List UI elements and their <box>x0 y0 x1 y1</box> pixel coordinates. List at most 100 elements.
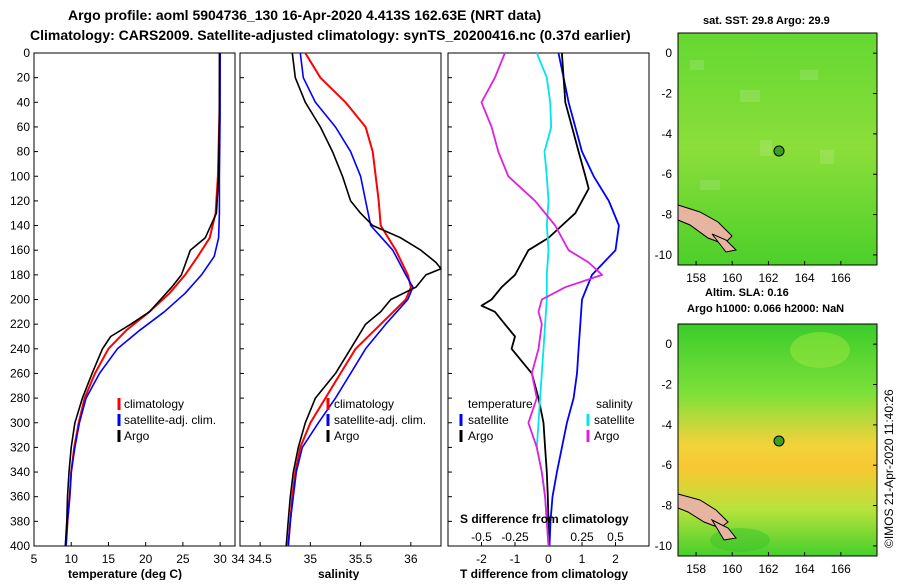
sla-map-lat-ticks: 0 -2 -4 -6 -8 -10 <box>655 337 877 553</box>
sla-map-texture <box>790 332 850 368</box>
lon-tick-label: 164 <box>795 271 815 285</box>
temperature-panel-frame <box>33 52 236 547</box>
sst-map-title: sat. SST: 29.8 Argo: 29.9 <box>703 15 830 27</box>
argo-float-marker <box>773 145 785 157</box>
salinity-axis-ticks: 34.5 35 35.5 36 <box>248 542 418 566</box>
legend-label-argo: Argo <box>124 429 150 443</box>
depth-tick-label: 80 <box>17 145 31 159</box>
depth-tick-label: 0 <box>23 46 30 60</box>
difference-legend: temperature salinity satellite Argo sate… <box>459 397 635 443</box>
depth-tick-label: 340 <box>10 465 30 479</box>
sla-map-lon-ticks: 158 160 162 164 166 <box>686 552 851 576</box>
temperature-panel: 0 20 40 60 80 100 120 140 160 180 200 220 240 260 280 3… <box>10 46 245 581</box>
x-tick-label: 20 <box>139 552 153 566</box>
depth-tick-label: 360 <box>10 490 30 504</box>
legend-label-climatology: climatology <box>124 397 184 411</box>
x-tick-label: 34 <box>231 552 245 566</box>
lat-tick-label: -10 <box>655 539 673 553</box>
salinity-legend: climatology satellite-adj. clim. Argo <box>326 397 426 443</box>
x-tick-label: 2 <box>612 552 619 566</box>
sst-map-texture <box>690 60 834 190</box>
legend-group-temperature: temperature <box>468 397 533 411</box>
series-line-salinity-argo <box>480 52 603 547</box>
legend-label-argo: Argo <box>334 429 360 443</box>
legend-label-satellite-adj: satellite-adj. clim. <box>334 413 426 427</box>
depth-tick-label: 280 <box>10 391 30 405</box>
copyright-stamp: ©IMOS 21-Apr-2020 11:40:26 <box>882 389 896 548</box>
legend-group-salinity: salinity <box>596 397 633 411</box>
depth-tick-label: 40 <box>17 95 31 109</box>
lat-tick-label: -10 <box>655 248 673 262</box>
legend-label-satellite-adj: satellite-adj. clim. <box>124 413 216 427</box>
x-tick-label: 35 <box>304 552 318 566</box>
lon-tick-label: 164 <box>795 562 815 576</box>
s-difference-tick-label: 0.25 <box>570 530 594 544</box>
land-outline <box>711 233 738 253</box>
difference-panel: -2 -1 0 1 2 -0.5 -0.25 0.25 0.5 T difference fro… <box>447 52 650 581</box>
sla-map-title-1: Altim. SLA: 0.16 <box>705 287 789 299</box>
depth-tick-label: 260 <box>10 366 30 380</box>
x-tick-label: 25 <box>176 552 190 566</box>
lon-tick-label: 162 <box>758 562 778 576</box>
lat-tick-label: -4 <box>661 127 672 141</box>
x-tick-label: 1 <box>579 552 586 566</box>
temperature-axis-ticks: 5 10 15 20 25 30 34 <box>31 542 245 566</box>
series-line-temperature-argo <box>480 52 590 546</box>
depth-tick-label: 120 <box>10 194 30 208</box>
lon-tick-label: 162 <box>758 271 778 285</box>
sla-map-title-2: Argo h1000: 0.066 h2000: NaN <box>687 303 844 315</box>
temperature-legend: climatology satellite-adj. clim. Argo <box>117 397 216 443</box>
series-line-temperature-satellite <box>548 52 620 547</box>
s-difference-tick-label: -0.25 <box>501 530 529 544</box>
depth-tick-label: 300 <box>10 416 30 430</box>
lat-tick-label: -8 <box>661 499 672 513</box>
series-line-argo <box>64 53 221 547</box>
series-line-argo <box>285 52 442 547</box>
lat-tick-label: -2 <box>661 87 672 101</box>
x-tick-label: 30 <box>213 552 227 566</box>
depth-tick-label: 240 <box>10 342 30 356</box>
lon-tick-label: 166 <box>831 271 851 285</box>
s-difference-axis-label: S difference from climatology <box>460 512 629 526</box>
depth-tick-label: 180 <box>10 268 30 282</box>
series-line-climatology <box>287 52 412 547</box>
x-tick-label: 35.5 <box>349 552 373 566</box>
depth-tick-label: 320 <box>10 440 30 454</box>
lon-tick-label: 166 <box>831 562 851 576</box>
argo-float-marker <box>773 435 785 447</box>
depth-tick-label: 20 <box>17 71 31 85</box>
t-difference-axis-label: T difference from climatology <box>460 567 628 580</box>
series-line-satellite-adj-clim <box>65 53 221 547</box>
sst-map-panel: sat. SST: 29.8 Argo: 29.9 0 -2 -4 -6 -8 -10 1… <box>655 15 878 285</box>
x-tick-label: 10 <box>65 552 79 566</box>
lat-tick-label: -6 <box>661 167 672 181</box>
x-tick-label: 36 <box>404 552 418 566</box>
x-tick-label: 5 <box>31 552 38 566</box>
x-tick-label: 0 <box>545 552 552 566</box>
legend-label-temp-satellite: satellite <box>468 413 509 427</box>
salinity-panel: 34.5 35 35.5 36 salinity climatology satell… <box>239 52 442 581</box>
lon-tick-label: 160 <box>722 271 742 285</box>
depth-tick-label: 60 <box>17 120 31 134</box>
lat-tick-label: -8 <box>661 208 672 222</box>
lon-tick-label: 160 <box>722 562 742 576</box>
legend-label-climatology: climatology <box>334 397 394 411</box>
series-line-climatology <box>65 52 222 547</box>
legend-label-sal-satellite: satellite <box>594 413 635 427</box>
series-line-satellite-adj-clim <box>287 52 414 547</box>
legend-label-temp-argo: Argo <box>468 429 494 443</box>
x-tick-label: 34.5 <box>248 552 272 566</box>
land-outline <box>710 518 737 541</box>
x-tick-label: -2 <box>476 552 487 566</box>
x-tick-label: -1 <box>510 552 521 566</box>
s-difference-tick-label: 0.5 <box>607 530 624 544</box>
lon-tick-label: 158 <box>686 271 706 285</box>
lat-tick-label: 0 <box>665 337 672 351</box>
title-line-1: Argo profile: aoml 5904736_130 16-Apr-20… <box>68 7 541 23</box>
lat-tick-label: -6 <box>661 458 672 472</box>
depth-tick-label: 380 <box>10 514 30 528</box>
lat-tick-label: 0 <box>665 46 672 60</box>
sst-map-lon-ticks: 158 160 162 164 166 <box>686 261 851 285</box>
depth-tick-label: 160 <box>10 243 30 257</box>
